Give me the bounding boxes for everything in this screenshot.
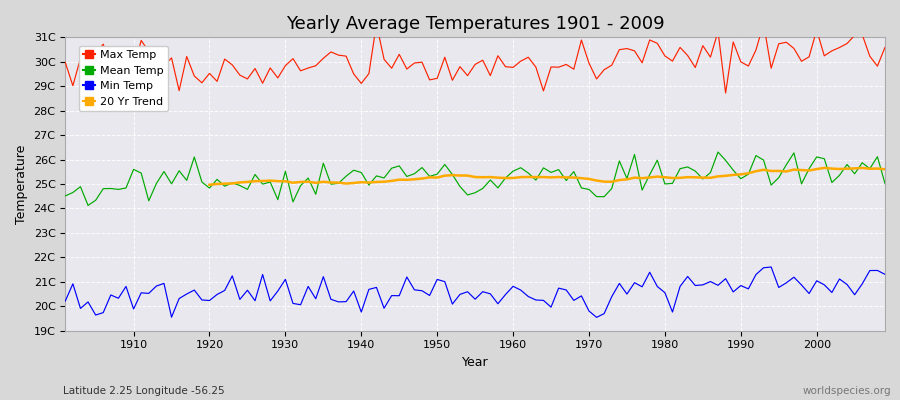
Y-axis label: Temperature: Temperature — [15, 144, 28, 224]
Text: Latitude 2.25 Longitude -56.25: Latitude 2.25 Longitude -56.25 — [63, 386, 225, 396]
Title: Yearly Average Temperatures 1901 - 2009: Yearly Average Temperatures 1901 - 2009 — [286, 15, 664, 33]
X-axis label: Year: Year — [462, 356, 489, 369]
Legend: Max Temp, Mean Temp, Min Temp, 20 Yr Trend: Max Temp, Mean Temp, Min Temp, 20 Yr Tre… — [79, 46, 168, 111]
Text: worldspecies.org: worldspecies.org — [803, 386, 891, 396]
